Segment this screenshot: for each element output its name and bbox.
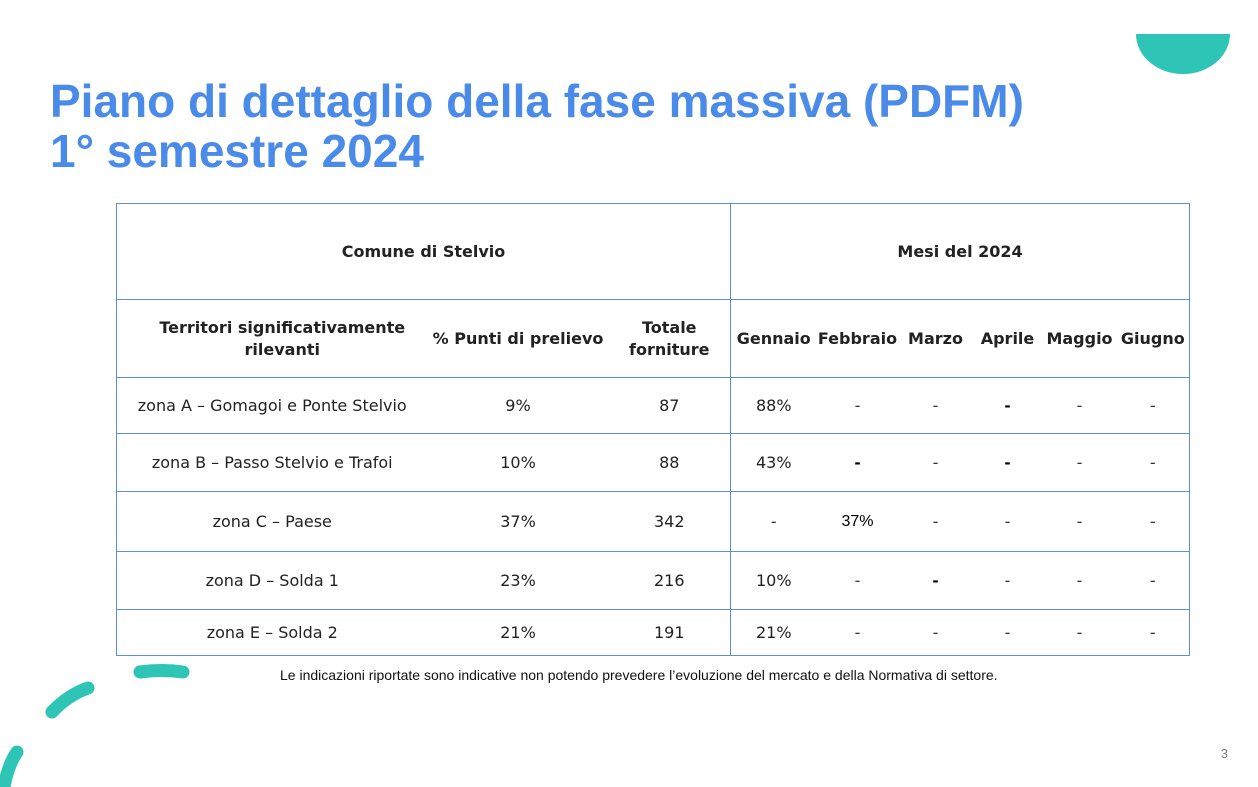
cell-month: - <box>972 609 1043 656</box>
cell-punti: 10% <box>427 433 609 492</box>
header-month: Giugno <box>1116 299 1191 378</box>
cell-month: 10% <box>730 551 817 610</box>
header-month: Gennaio <box>730 299 817 378</box>
cell-totale: 216 <box>608 551 731 610</box>
cell-month: - <box>898 377 973 434</box>
cell-month: - <box>816 433 899 492</box>
table-row: zona E – Solda 2 21% 191 21% - - - - - <box>116 609 1191 656</box>
header-punti: % Punti di prelievo <box>427 299 609 378</box>
header-month: Marzo <box>898 299 973 378</box>
cell-month: - <box>1116 433 1191 492</box>
cell-month: - <box>972 433 1043 492</box>
cell-totale: 342 <box>608 491 731 552</box>
table-row: zona D – Solda 1 23% 216 10% - - - - - <box>116 551 1191 610</box>
cell-month: - <box>898 491 973 552</box>
cell-month: - <box>972 491 1043 552</box>
cell-territorio: zona B – Passo Stelvio e Trafoi <box>116 433 428 492</box>
cell-territorio: zona C – Paese <box>116 491 428 552</box>
cell-month: - <box>816 609 899 656</box>
cell-territorio: zona A – Gomagoi e Ponte Stelvio <box>116 377 428 434</box>
cell-totale: 191 <box>608 609 731 656</box>
column-header-row: Territori significativamente rilevanti %… <box>116 299 1191 378</box>
cell-month: - <box>1116 377 1191 434</box>
cell-month: - <box>972 551 1043 610</box>
cell-month: - <box>730 491 817 552</box>
cell-month: - <box>816 551 899 610</box>
header-month: Maggio <box>1042 299 1117 378</box>
pdfm-table: Comune di Stelvio Mesi del 2024 Territor… <box>116 203 1191 656</box>
cell-totale: 87 <box>608 377 731 434</box>
group-header-comune: Comune di Stelvio <box>116 203 731 300</box>
teal-dash-decoration <box>0 664 190 787</box>
group-header-row: Comune di Stelvio Mesi del 2024 <box>116 203 1191 300</box>
cell-month: - <box>1116 551 1191 610</box>
header-month: Febbraio <box>816 299 899 378</box>
cell-territorio: zona D – Solda 1 <box>116 551 428 610</box>
cell-month: - <box>1042 609 1117 656</box>
disclaimer-note: Le indicazioni riportate sono indicative… <box>280 667 998 683</box>
cell-month: - <box>816 377 899 434</box>
cell-punti: 23% <box>427 551 609 610</box>
cell-month: - <box>1042 433 1117 492</box>
cell-month: - <box>1042 551 1117 610</box>
cell-month: - <box>898 551 973 610</box>
cell-punti: 37% <box>427 491 609 552</box>
table-row: zona C – Paese 37% 342 - 37% - - - - <box>116 491 1191 552</box>
cell-totale: 88 <box>608 433 731 492</box>
cell-month: 88% <box>730 377 817 434</box>
cell-month: 37% <box>816 491 899 552</box>
header-totale: Totale forniture <box>608 299 731 378</box>
cell-month: 43% <box>730 433 817 492</box>
cell-month: - <box>898 433 973 492</box>
title-line-2: 1° semestre 2024 <box>50 125 424 177</box>
table-row: zona B – Passo Stelvio e Trafoi 10% 88 4… <box>116 433 1191 492</box>
group-header-mesi: Mesi del 2024 <box>730 203 1191 300</box>
header-territori: Territori significativamente rilevanti <box>116 299 428 378</box>
page-title: Piano di dettaglio della fase massiva (P… <box>50 76 1024 176</box>
cell-month: - <box>1042 491 1117 552</box>
page-number: 3 <box>1220 746 1228 761</box>
cell-month: 21% <box>730 609 817 656</box>
cell-month: - <box>1116 491 1191 552</box>
cell-punti: 21% <box>427 609 609 656</box>
header-month: Aprile <box>972 299 1043 378</box>
title-line-1: Piano di dettaglio della fase massiva (P… <box>50 75 1024 127</box>
cell-punti: 9% <box>427 377 609 434</box>
cell-month: - <box>898 609 973 656</box>
cell-month: - <box>1042 377 1117 434</box>
cell-month: - <box>1116 609 1191 656</box>
table-row: zona A – Gomagoi e Ponte Stelvio 9% 87 8… <box>116 377 1191 434</box>
cell-territorio: zona E – Solda 2 <box>116 609 428 656</box>
cell-month: - <box>972 377 1043 434</box>
teal-semicircle-decoration <box>1136 34 1230 74</box>
